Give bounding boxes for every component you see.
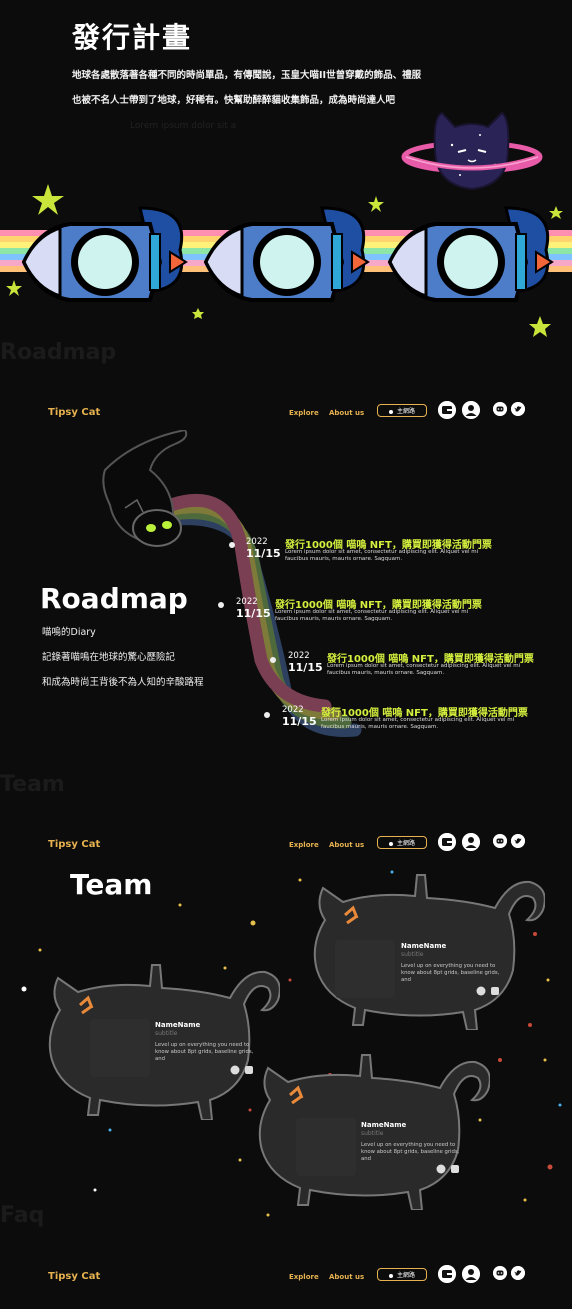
roadmap-line2: 記錄著喵嗚在地球的驚心歷險記 (42, 652, 176, 663)
roadmap-event: 2022 11/15 (246, 537, 281, 560)
plan-title: 發行計畫 (72, 21, 193, 54)
network-dot-icon (388, 409, 393, 414)
member-description: Level up on everything you need to know … (361, 1142, 460, 1162)
twitter-icon[interactable] (511, 834, 525, 848)
wallet-icon[interactable] (438, 1265, 456, 1283)
top-nav-2: Tipsy Cat Explore About us 主網路 (0, 833, 572, 858)
brand-logo[interactable]: Tipsy Cat (48, 407, 101, 418)
team-card-cat-shape (48, 964, 280, 1120)
event-date: 11/15 (246, 547, 281, 560)
wallet-icon[interactable] (438, 401, 456, 419)
discord-icon[interactable] (493, 834, 507, 848)
network-dot-icon (388, 1273, 393, 1278)
plan-lorem: Lorem ipsum dolor sit a (130, 121, 237, 131)
nav-about-link[interactable]: About us (329, 1273, 365, 1281)
team-title: Team (70, 868, 153, 901)
nav-explore-link[interactable]: Explore (289, 409, 319, 417)
event-title: 發行1000個 喵嗚 NFT，購買即獲得活動門票 (275, 600, 482, 611)
event-description: Lorem ipsum dolor sit amet, consectetur … (327, 663, 521, 676)
member-photo (335, 940, 395, 998)
roadmap-line3: 和成為時尚王背後不為人知的辛酸路程 (42, 677, 204, 688)
member-photo (90, 1019, 150, 1077)
member-name: NameName (401, 942, 447, 950)
member-name: NameName (361, 1121, 407, 1129)
member-subtitle: subtitle (155, 1030, 178, 1037)
member-subtitle: subtitle (361, 1130, 384, 1137)
event-year: 2022 (288, 651, 310, 661)
roadmap-subtitle: 喵嗚的Diary (42, 627, 96, 638)
discord-icon[interactable] (493, 402, 507, 416)
event-date: 11/15 (236, 607, 271, 620)
user-icon[interactable] (462, 401, 480, 419)
top-nav-3: Tipsy Cat Explore About us 主網路 (0, 1265, 572, 1290)
roadmap-event: 2022 11/15 (236, 597, 271, 620)
member-name: NameName (155, 1021, 201, 1029)
wallet-icon[interactable] (438, 833, 456, 851)
event-year: 2022 (246, 537, 268, 547)
nav-explore-link[interactable]: Explore (289, 841, 319, 849)
event-description: Lorem ipsum dolor sit amet, consectetur … (275, 609, 469, 622)
roadmap-title: Roadmap (40, 582, 188, 615)
member-photo (296, 1118, 356, 1176)
event-date: 11/15 (288, 661, 323, 674)
member-social-icons[interactable] (230, 1065, 254, 1075)
network-button[interactable]: 主網路 (377, 836, 427, 849)
network-button-label: 主網路 (396, 1272, 415, 1279)
plan-description-line1: 地球各處散落著各種不同的時尚單品，有傳聞說，玉皇大喵II世曾穿戴的飾品、禮服 (72, 70, 422, 81)
member-subtitle: subtitle (401, 951, 424, 958)
planet-cat-illustration (401, 111, 543, 191)
network-button-label: 主網路 (396, 840, 415, 847)
top-nav-1: Tipsy Cat Explore About us 主網路 (0, 401, 572, 426)
event-title: 發行1000個 喵嗚 NFT，購買即獲得活動門票 (327, 654, 534, 665)
roadmap-event: 2022 11/15 (288, 651, 323, 674)
discord-icon[interactable] (493, 1266, 507, 1280)
nav-about-link[interactable]: About us (329, 841, 365, 849)
event-title: 發行1000個 喵嗚 NFT，購買即獲得活動門票 (321, 708, 528, 719)
team-card-cat-shape (313, 874, 545, 1030)
ghost-heading-team: Team (0, 772, 65, 797)
nav-explore-link[interactable]: Explore (289, 1273, 319, 1281)
ghost-heading-roadmap: Roadmap (0, 340, 117, 365)
event-year: 2022 (282, 705, 304, 715)
nav-about-link[interactable]: About us (329, 409, 365, 417)
twitter-icon[interactable] (511, 402, 525, 416)
member-description: Level up on everything you need to know … (155, 1042, 254, 1062)
member-social-icons[interactable] (476, 986, 500, 996)
network-button-label: 主網路 (396, 408, 415, 415)
ghost-heading-faq: Faq (0, 1203, 45, 1228)
brand-logo[interactable]: Tipsy Cat (48, 1271, 101, 1282)
event-description: Lorem ipsum dolor sit amet, consectetur … (321, 717, 515, 730)
brand-logo[interactable]: Tipsy Cat (48, 839, 101, 850)
cat-rainbow-trail-illustration (102, 430, 362, 737)
network-dot-icon (388, 841, 393, 846)
event-title: 發行1000個 喵嗚 NFT，購買即獲得活動門票 (285, 540, 492, 551)
member-social-icons[interactable] (436, 1164, 460, 1174)
network-button[interactable]: 主網路 (377, 1268, 427, 1281)
rocket-rainbow-illustration (0, 184, 572, 337)
user-icon[interactable] (462, 1265, 480, 1283)
user-icon[interactable] (462, 833, 480, 851)
plan-description-line2: 也被不名人士帶到了地球，好稀有。快幫助醉醉貓收集飾品，成為時尚達人吧 (72, 95, 396, 106)
event-year: 2022 (236, 597, 258, 607)
network-button[interactable]: 主網路 (377, 404, 427, 417)
event-date: 11/15 (282, 715, 317, 728)
member-description: Level up on everything you need to know … (401, 963, 500, 983)
twitter-icon[interactable] (511, 1266, 525, 1280)
event-description: Lorem ipsum dolor sit amet, consectetur … (285, 549, 479, 562)
roadmap-event: 2022 11/15 (282, 705, 317, 728)
